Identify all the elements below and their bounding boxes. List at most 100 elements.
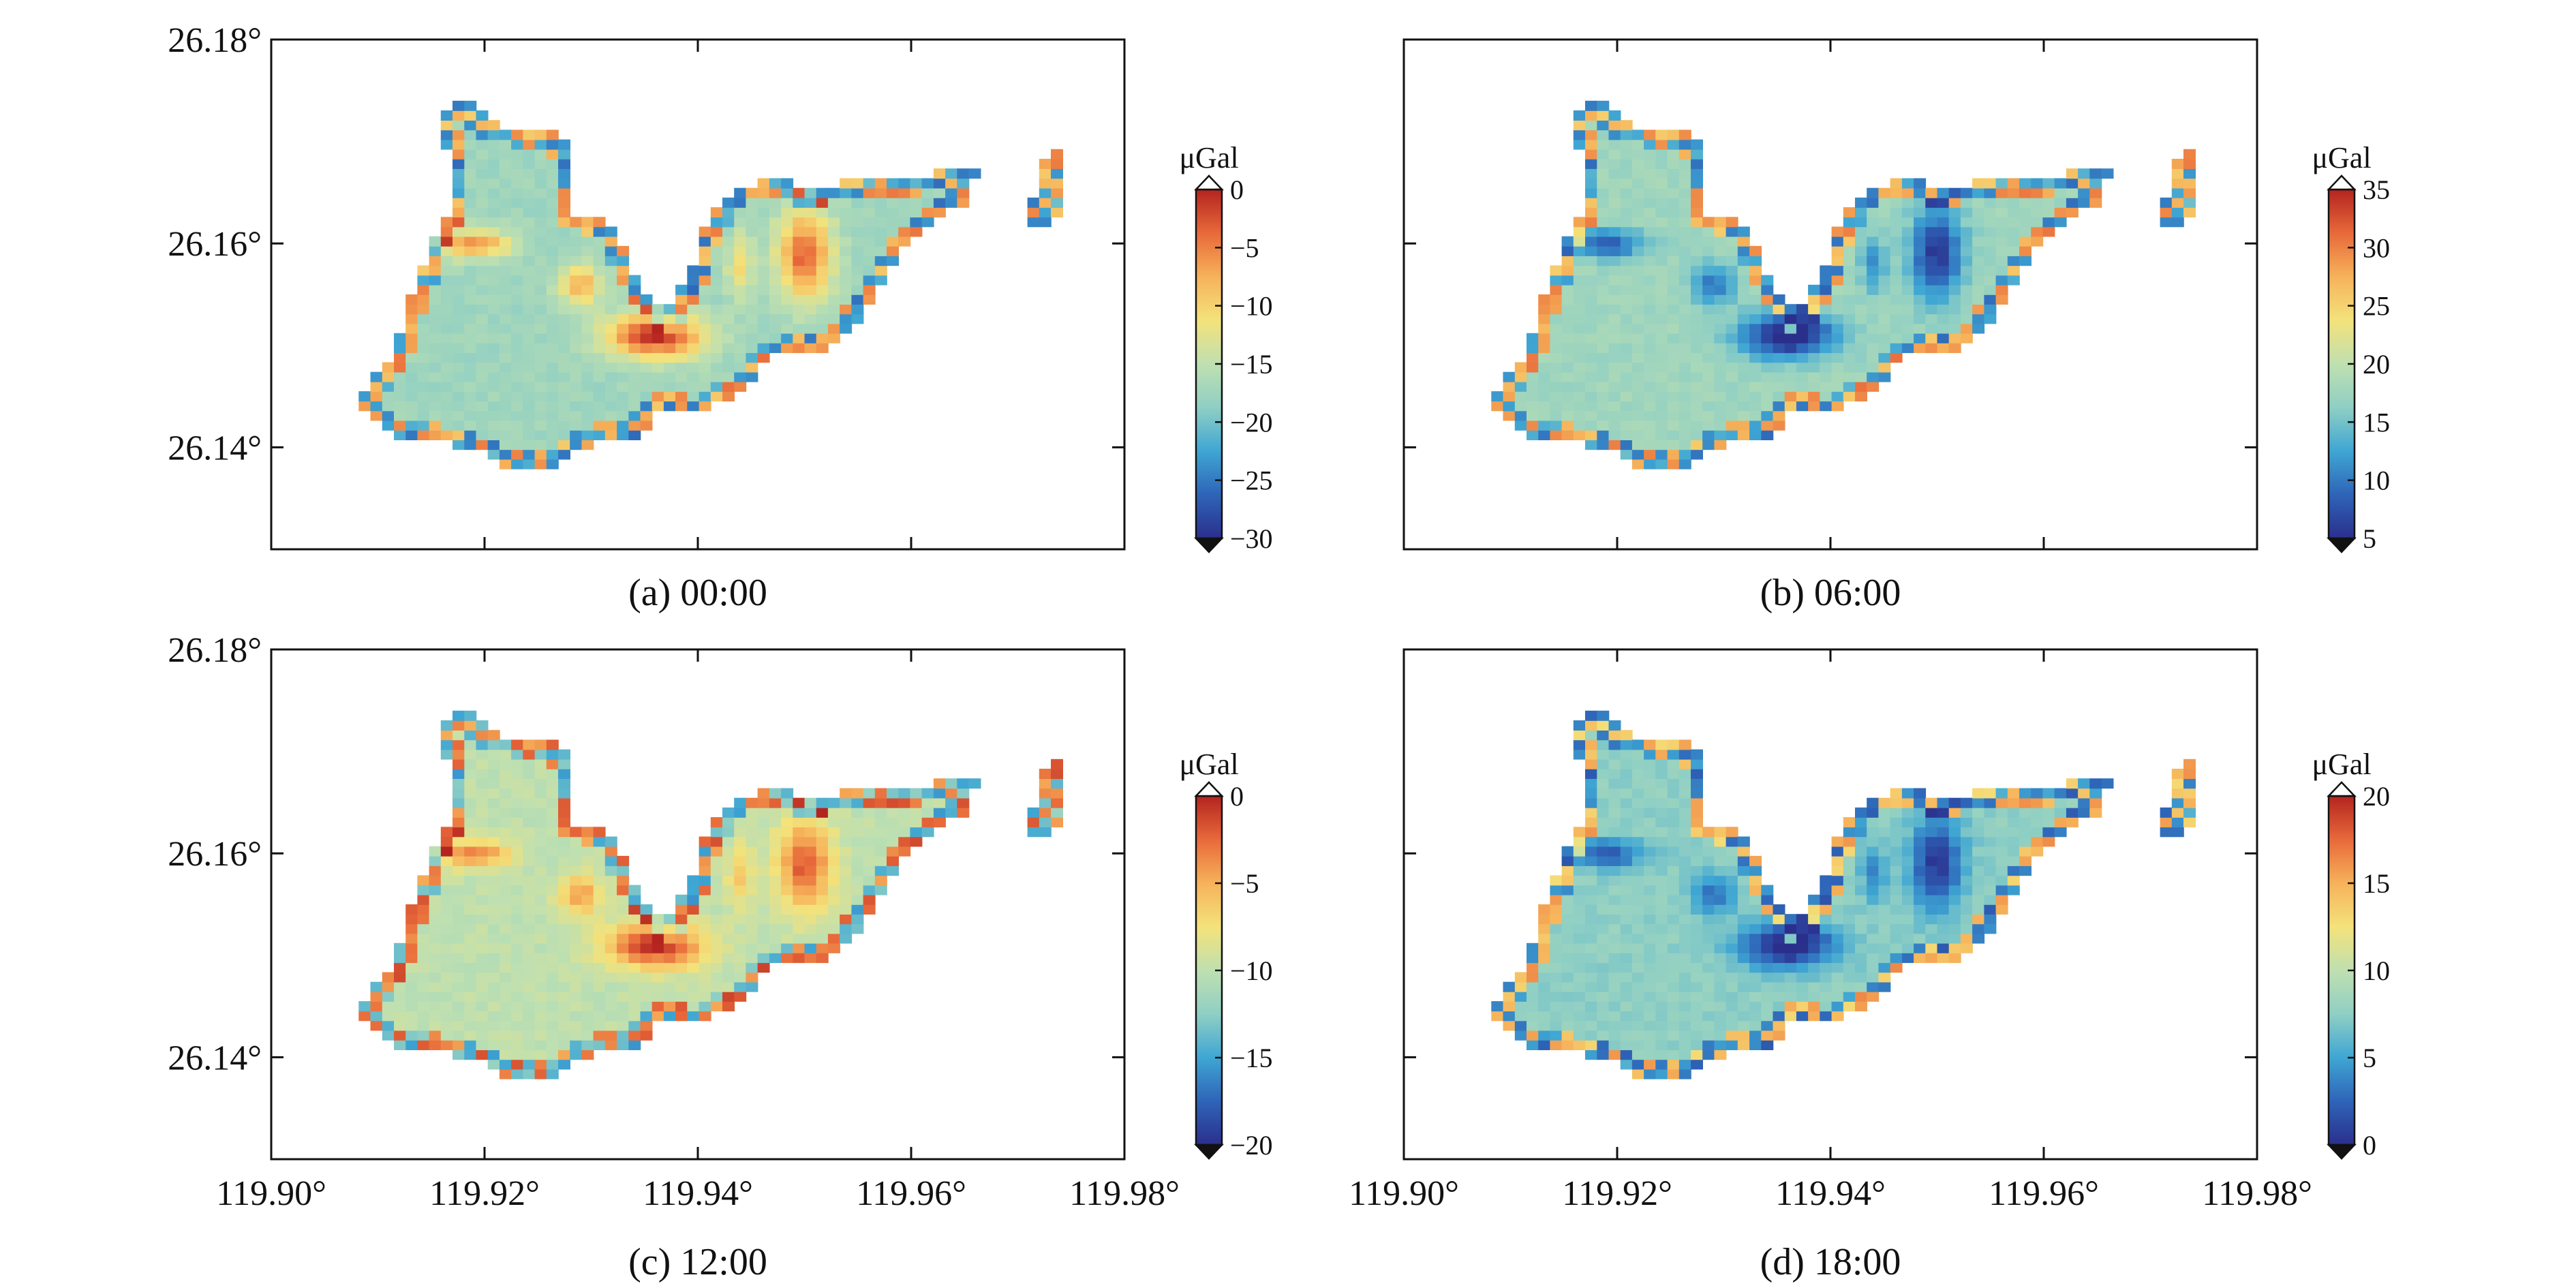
heatmap-cell <box>464 739 477 750</box>
heatmap-cell <box>1937 904 1950 915</box>
heatmap-cell <box>1890 187 1903 198</box>
heatmap-cell <box>464 710 477 721</box>
heatmap-cell <box>453 1030 465 1041</box>
heatmap-cell <box>2160 197 2173 208</box>
heatmap-cell <box>1620 401 1633 412</box>
heatmap-cell <box>1667 942 1680 953</box>
heatmap-cell <box>1538 942 1551 953</box>
heatmap-cell <box>827 197 840 208</box>
heatmap-cell <box>746 313 758 324</box>
heatmap-cell <box>1573 352 1586 363</box>
heatmap-cell <box>534 265 547 276</box>
heatmap-cell <box>1597 1040 1610 1050</box>
heatmap-cell <box>710 381 723 392</box>
heatmap-cell <box>921 797 934 808</box>
heatmap-cell <box>804 207 817 218</box>
heatmap-cell <box>1644 265 1657 276</box>
heatmap-cell <box>2042 817 2055 828</box>
heatmap-cell <box>1597 304 1610 315</box>
heatmap-cell <box>781 865 794 876</box>
heatmap-cell <box>675 352 688 363</box>
heatmap-cell <box>487 440 500 450</box>
heatmap-cell <box>1631 410 1644 421</box>
heatmap-cell <box>1667 1049 1680 1060</box>
heatmap-cell <box>593 352 606 363</box>
heatmap-cell <box>1667 459 1680 470</box>
heatmap-cell <box>1573 343 1586 354</box>
heatmap-cell <box>663 981 676 992</box>
heatmap-cell <box>499 449 512 460</box>
heatmap-cell <box>1620 797 1633 808</box>
heatmap-cell <box>1960 284 1973 295</box>
heatmap-cell <box>1655 401 1668 412</box>
heatmap-cell <box>499 197 512 208</box>
heatmap-cell <box>546 758 559 769</box>
heatmap-cell <box>1597 333 1610 343</box>
heatmap-cell <box>1538 304 1551 315</box>
heatmap-cell <box>417 420 430 431</box>
heatmap-cell <box>1608 256 1621 266</box>
heatmap-cell <box>405 352 418 363</box>
heatmap-cell <box>1937 187 1950 198</box>
heatmap-cell <box>851 836 864 847</box>
colorbar-tick-label: −5 <box>1230 232 1259 263</box>
heatmap-cell <box>487 788 500 799</box>
heatmap-cell <box>1855 885 1867 895</box>
heatmap-cell <box>511 362 524 373</box>
heatmap-cell <box>851 827 864 838</box>
heatmap-cell <box>863 245 876 256</box>
heatmap-cell <box>910 827 923 838</box>
heatmap-cell <box>1843 962 1856 973</box>
heatmap-cell <box>863 207 876 218</box>
heatmap-cell <box>840 885 853 895</box>
heatmap-cell <box>1597 807 1610 818</box>
heatmap-cell <box>1667 371 1680 382</box>
heatmap-cell <box>1585 401 1597 412</box>
heatmap-cell <box>1972 323 1985 334</box>
heatmap-cell <box>476 236 489 247</box>
heatmap-cell <box>1550 1011 1563 1022</box>
heatmap-cell <box>746 284 758 295</box>
heatmap-cell <box>1608 120 1621 131</box>
heatmap-cell <box>523 197 536 208</box>
heatmap-cell <box>687 875 700 886</box>
heatmap-cell <box>874 855 887 866</box>
heatmap-cell <box>1843 1001 1856 1012</box>
heatmap-cell <box>1585 440 1597 450</box>
heatmap-cell <box>1631 1020 1644 1031</box>
heatmap-cell <box>1702 362 1715 373</box>
heatmap-cell <box>675 972 688 983</box>
heatmap-cell <box>1948 923 1961 934</box>
heatmap-cell <box>1620 865 1633 876</box>
heatmap-cell <box>570 362 583 373</box>
heatmap-cell <box>394 333 406 343</box>
heatmap-cell <box>487 1020 500 1031</box>
heatmap-cell <box>1631 139 1644 150</box>
heatmap-cell <box>523 207 536 218</box>
heatmap-cell <box>417 933 430 944</box>
heatmap-cell <box>1585 371 1597 382</box>
heatmap-cell <box>746 904 758 915</box>
heatmap-cell <box>734 962 747 973</box>
heatmap-cell <box>1867 352 1880 363</box>
heatmap-cell <box>734 885 747 895</box>
heatmap-cell <box>699 256 711 266</box>
heatmap-cell <box>863 788 876 799</box>
heatmap-cell <box>640 972 653 983</box>
heatmap-cell <box>1655 343 1668 354</box>
heatmap-cell <box>804 836 817 847</box>
heatmap-cell <box>734 827 747 838</box>
heatmap-cell <box>476 885 489 895</box>
heatmap-cell <box>1655 769 1668 779</box>
heatmap-cell <box>499 401 512 412</box>
heatmap-cell <box>1984 217 1997 228</box>
heatmap-cell <box>534 885 547 895</box>
heatmap-cell <box>570 265 583 276</box>
heatmap-cell <box>710 933 723 944</box>
heatmap-cell <box>2054 817 2067 828</box>
heatmap-cell <box>417 352 430 363</box>
heatmap-cell <box>523 1020 536 1031</box>
heatmap-cell <box>523 923 536 934</box>
heatmap-cell <box>617 391 630 402</box>
heatmap-cell <box>2171 807 2184 818</box>
